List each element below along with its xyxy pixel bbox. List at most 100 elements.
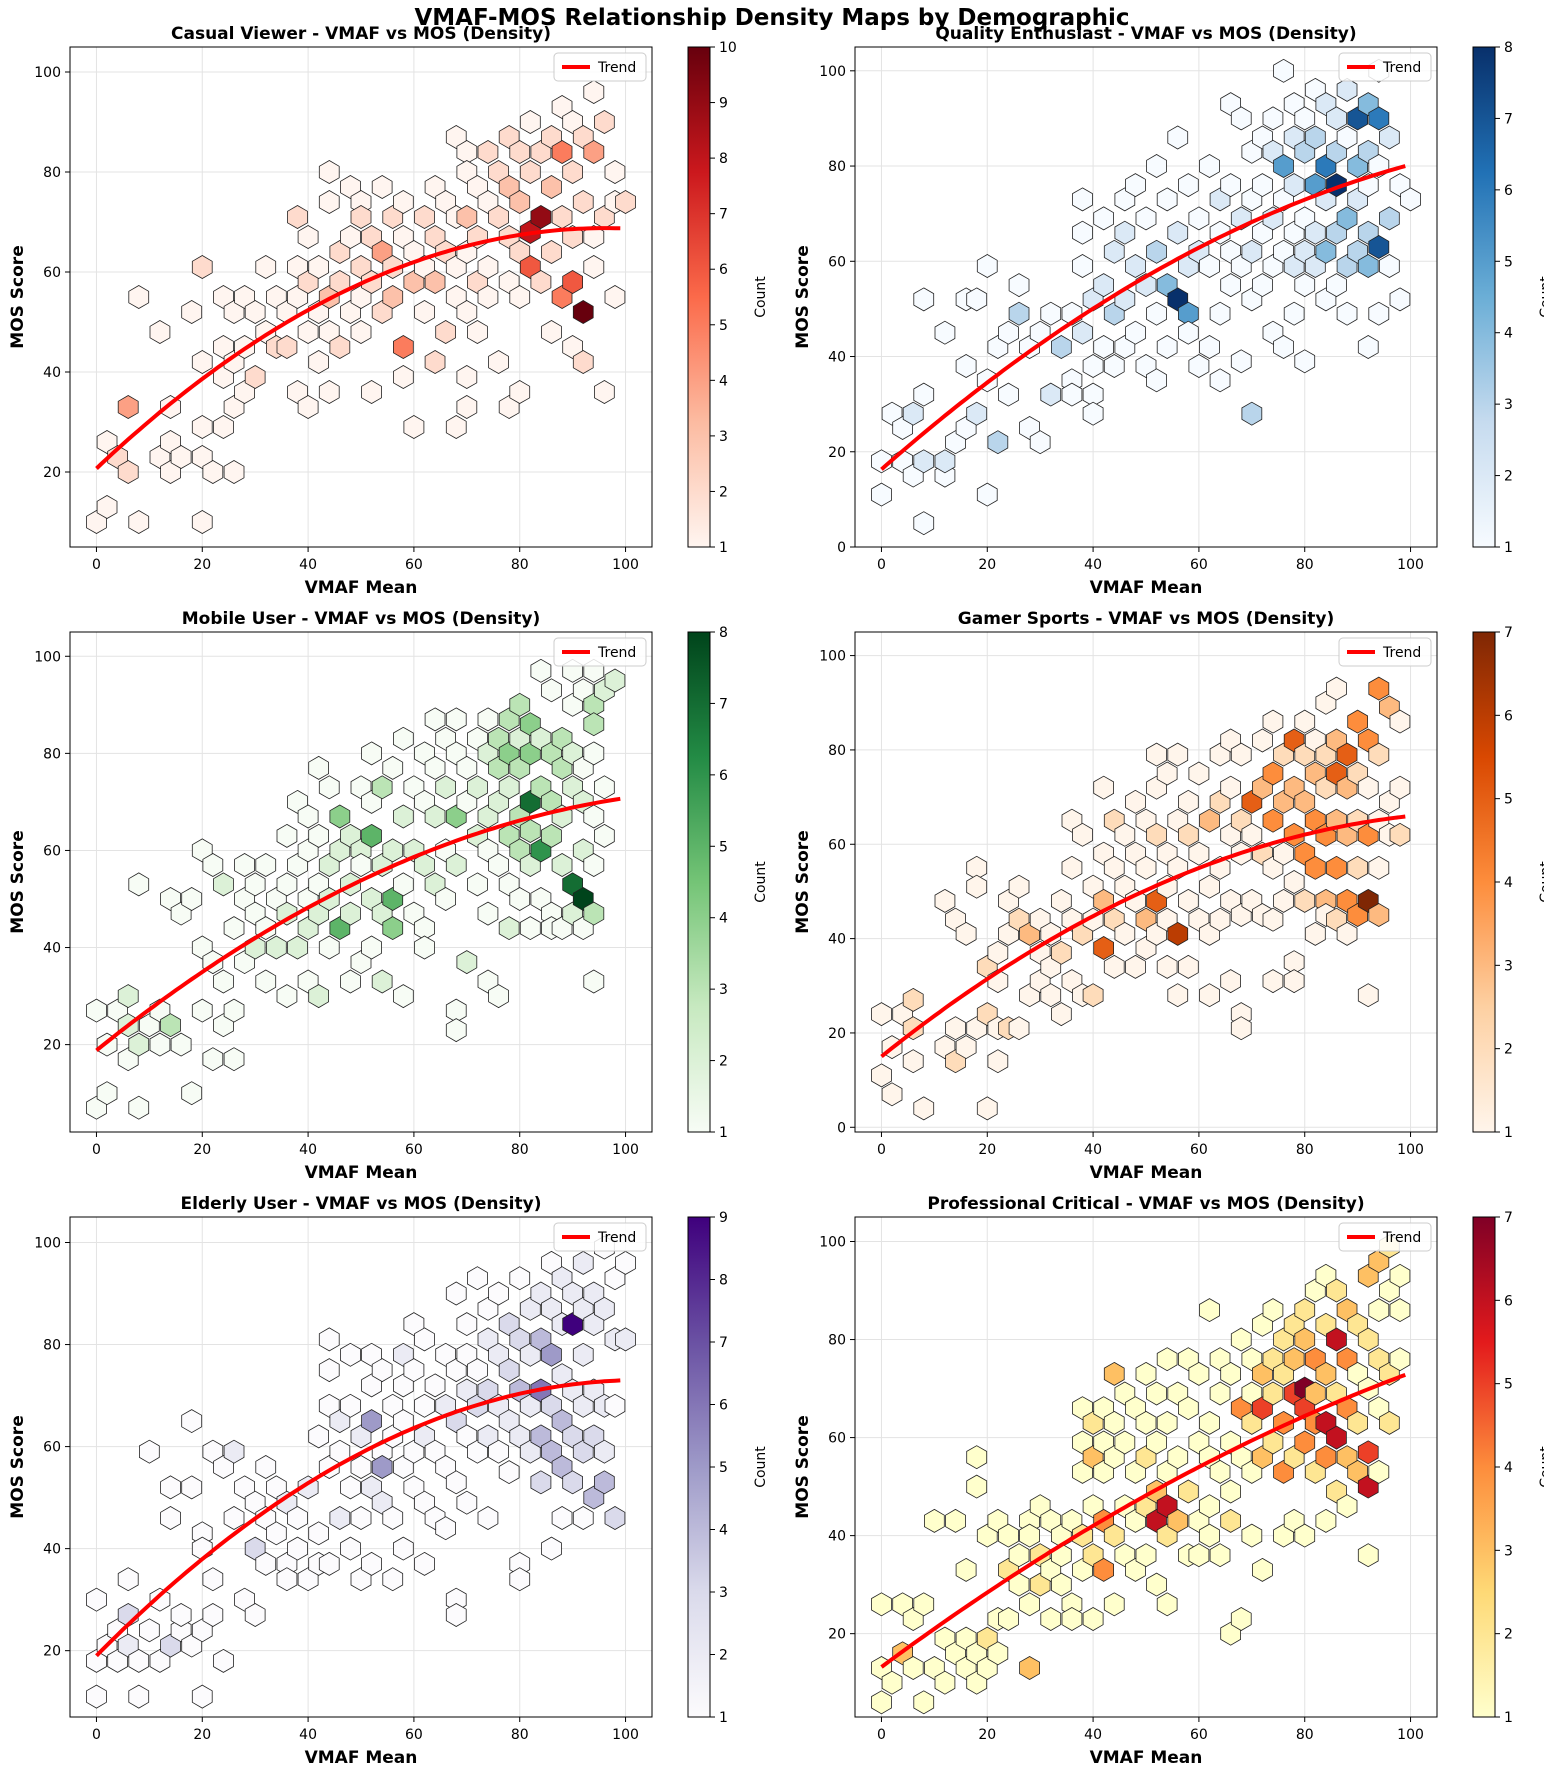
hexbin-cell: [128, 1684, 150, 1709]
hexbin-cell: [170, 1603, 192, 1627]
hexbin-cell: [934, 1626, 956, 1651]
hexbin-cell: [181, 1475, 203, 1500]
hexbin-cell: [498, 270, 520, 294]
hexbin-cell: [414, 1393, 435, 1418]
hexbin-cell: [551, 1409, 573, 1434]
hexbin-cell: [1304, 125, 1326, 150]
colorbar-tick-label: 2: [719, 1054, 728, 1070]
hexbin-cell: [318, 775, 340, 800]
hexbin-cell: [924, 1508, 945, 1533]
hexbin-cell: [519, 110, 541, 134]
hexbin-cell: [340, 969, 361, 994]
hexbin-cell: [509, 285, 531, 309]
hexbin-cell: [456, 365, 478, 389]
hexbin-cell: [424, 1373, 446, 1398]
hexbin-cell: [318, 1551, 340, 1576]
hexbin-cell: [1051, 888, 1072, 913]
hexbin-cell: [466, 726, 488, 751]
y-tick-label: 40: [828, 350, 846, 366]
hexbin-cell: [902, 987, 924, 1012]
legend-box: [553, 1222, 647, 1252]
hexbin-cell: [551, 726, 573, 751]
hexbin-cell: [1315, 1263, 1337, 1288]
hexbin-cell: [318, 1327, 340, 1352]
hexbin-cell: [403, 901, 425, 926]
hexbin-cell: [308, 1521, 330, 1546]
hexbin-cell: [1082, 354, 1104, 378]
x-tick-label: 20: [193, 1142, 211, 1158]
hexbin-cell: [871, 482, 892, 507]
hexbin-cell: [604, 285, 626, 309]
hexbin-cell: [1209, 1543, 1231, 1568]
trend-line: [95, 226, 621, 470]
hexbin-cell: [308, 1424, 330, 1449]
hexbin-cell: [1357, 254, 1379, 278]
hexbin-cell: [1178, 954, 1199, 979]
x-axis-label: VMAF Mean: [1090, 1163, 1203, 1183]
hexbin-layer: [86, 658, 626, 1120]
hexbin-cell: [530, 205, 552, 229]
hexbin-cell: [541, 823, 562, 848]
hexbin-cell: [1389, 1347, 1411, 1372]
hexbin-cell: [1188, 1361, 1210, 1386]
hexbin-cell: [541, 678, 562, 703]
hexbin-cell: [604, 160, 626, 184]
hexbin-cell: [572, 350, 594, 374]
hexbin-cell: [138, 1439, 160, 1464]
hexbin-cell: [583, 804, 605, 829]
hexbin-cell: [128, 872, 150, 897]
hexbin-cell: [403, 415, 425, 439]
hexbin-cell: [1061, 1508, 1083, 1533]
hexbin-cell: [509, 190, 531, 214]
hexbin-cell: [1199, 1298, 1220, 1323]
hexbin-cell: [1252, 273, 1273, 298]
y-tick-label: 60: [43, 1440, 61, 1456]
colorbar: [687, 46, 711, 548]
colorbar-tick-label: 6: [719, 768, 728, 784]
hexbin-cell: [583, 712, 605, 737]
x-tick-label: 0: [877, 1142, 886, 1158]
hexbin-cell: [456, 1312, 478, 1337]
hexbin-cell: [1135, 1543, 1157, 1568]
hexbin-cell: [477, 190, 499, 214]
colorbar-tick-label: 1: [719, 1710, 728, 1726]
hexbin-cell: [244, 1490, 266, 1515]
y-tick-label: 80: [828, 1333, 846, 1349]
x-tick-label: 20: [978, 1727, 996, 1743]
hexbin-cell: [1357, 1327, 1379, 1352]
hexbin-cell: [1093, 1396, 1114, 1421]
hexbin-cell: [530, 775, 552, 800]
colorbar-tick-label: 8: [719, 1273, 728, 1289]
y-tick-label: 20: [43, 1644, 61, 1660]
hexbin-cell: [1262, 907, 1284, 932]
hexbin-cell: [466, 175, 488, 199]
hexbin-cell: [128, 285, 150, 309]
hexbin-cell: [1368, 1347, 1390, 1372]
hexbin-cell: [435, 1455, 457, 1479]
hexbin-cell: [1389, 1298, 1411, 1323]
y-tick-label: 80: [43, 1338, 61, 1354]
legend-box: [1338, 1222, 1432, 1252]
hexbin-cell: [361, 1475, 382, 1500]
hexbin-cell: [913, 1690, 935, 1715]
hexbin-cell: [1125, 789, 1146, 814]
hexbin-cell: [477, 838, 499, 863]
hexbin-cell: [1294, 1430, 1316, 1455]
x-axis-label: VMAF Mean: [305, 1163, 418, 1183]
hexbin-cell: [562, 775, 583, 800]
hexbin-cell: [445, 125, 467, 149]
hexbin-cell: [382, 285, 404, 309]
hexbin-cell: [1103, 1410, 1125, 1435]
hexbin-cell: [191, 255, 213, 279]
hexbin-cell: [913, 382, 935, 407]
hexbin-cell: [498, 125, 520, 149]
hexbin-cell: [1336, 1347, 1358, 1372]
x-tick-label: 20: [978, 1142, 996, 1158]
x-tick-label: 100: [1397, 557, 1424, 573]
colorbar-label: Count: [1538, 1446, 1544, 1488]
hexbin-cell: [615, 190, 636, 214]
y-tick-label: 40: [828, 932, 846, 948]
hexbin-cell: [1400, 187, 1421, 212]
hexbin-cell: [86, 1587, 107, 1612]
chart-panel: 0 20 40 60 80 100 0 20 40 60 80 100 Gamer Sports - V…: [793, 609, 1544, 1183]
